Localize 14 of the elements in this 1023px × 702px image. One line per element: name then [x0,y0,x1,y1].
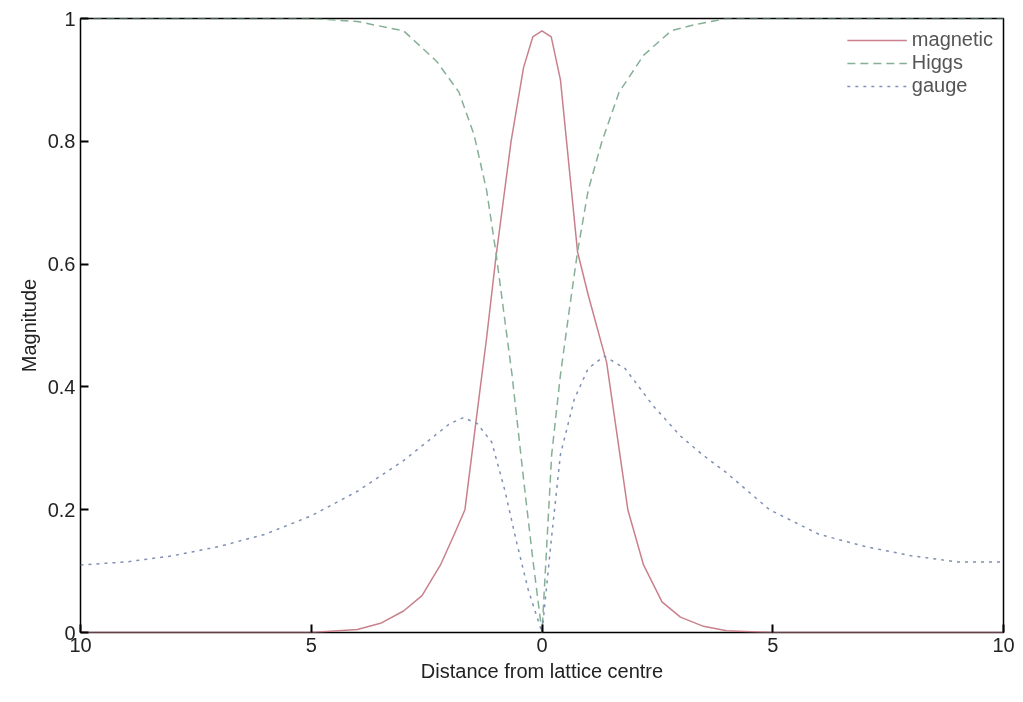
x-tick-label: 0 [536,633,548,656]
y-tick-label: 1 [64,7,76,30]
y-tick-label: 0.6 [47,253,76,276]
legend-label: gauge [911,74,968,97]
legend-label: magnetic [911,28,993,51]
y-axis-title: Magnitude [17,278,40,373]
y-tick-label: 0.4 [47,375,76,398]
x-axis-title: Distance from lattice centre [420,659,664,682]
x-tick-label: 5 [305,633,317,656]
x-tick-label: 10 [992,633,1015,656]
y-tick-label: 0.8 [47,130,76,153]
legend-label: Higgs [911,51,963,74]
y-tick-label: 0.2 [47,498,76,521]
x-tick-label: 5 [767,633,779,656]
